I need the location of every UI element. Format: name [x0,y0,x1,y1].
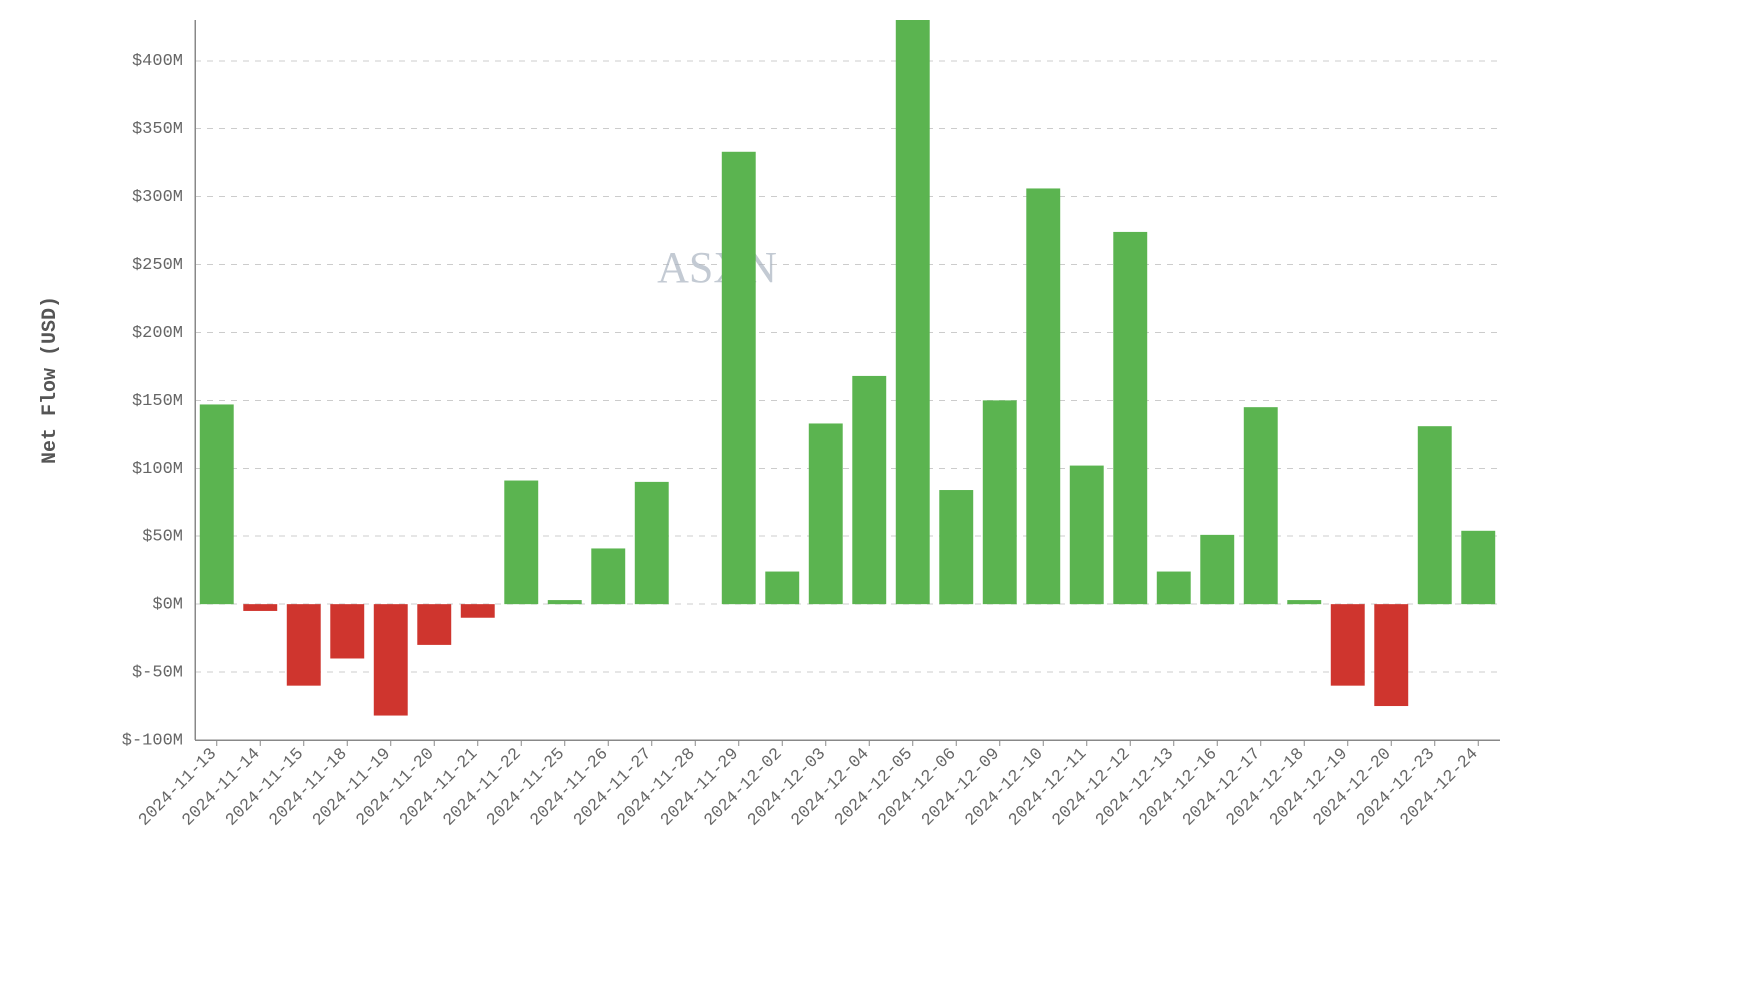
bar [1157,572,1191,605]
bar [1070,466,1104,605]
bar [330,604,364,658]
y-tick-label: $300M [132,188,183,207]
y-tick-label: $-50M [132,664,183,683]
bar [1461,531,1495,604]
bar [1113,232,1147,604]
bar [765,572,799,605]
y-tick-label: $50M [142,528,183,547]
bar [548,600,582,604]
y-tick-label: $-100M [122,731,183,750]
bar [591,548,625,604]
bar [635,482,669,604]
bar [200,404,234,604]
bar [939,490,973,604]
bar [983,400,1017,604]
y-tick-label: $400M [132,52,183,71]
bar [243,604,277,611]
y-tick-label: $350M [132,120,183,139]
net-flow-bar-chart: $-100M $-50M $0M $50M $100M $150M $200M $250M $3… [0,0,1750,1008]
y-tick-label: $200M [132,324,183,343]
bar [1287,600,1321,604]
bar [1374,604,1408,706]
bar [504,481,538,605]
bar [1418,426,1452,604]
bar [1331,604,1365,686]
bar [1026,188,1060,604]
chart-svg: $-100M $-50M $0M $50M $100M $150M $200M $250M $3… [0,0,1750,1008]
bar [722,152,756,604]
y-tick-label: $150M [132,392,183,411]
bar [287,604,321,686]
bar [1244,407,1278,604]
bar [896,20,930,604]
watermark-text: ASXN [657,243,777,292]
y-tick-label: $0M [152,596,183,615]
bar [374,604,408,715]
bar [852,376,886,604]
bar [1200,535,1234,604]
bar [461,604,495,618]
bar [417,604,451,645]
y-axis-title: Net Flow (USD) [39,296,62,464]
y-tick-label: $250M [132,256,183,275]
y-tick-label: $100M [132,460,183,479]
bar [809,423,843,604]
